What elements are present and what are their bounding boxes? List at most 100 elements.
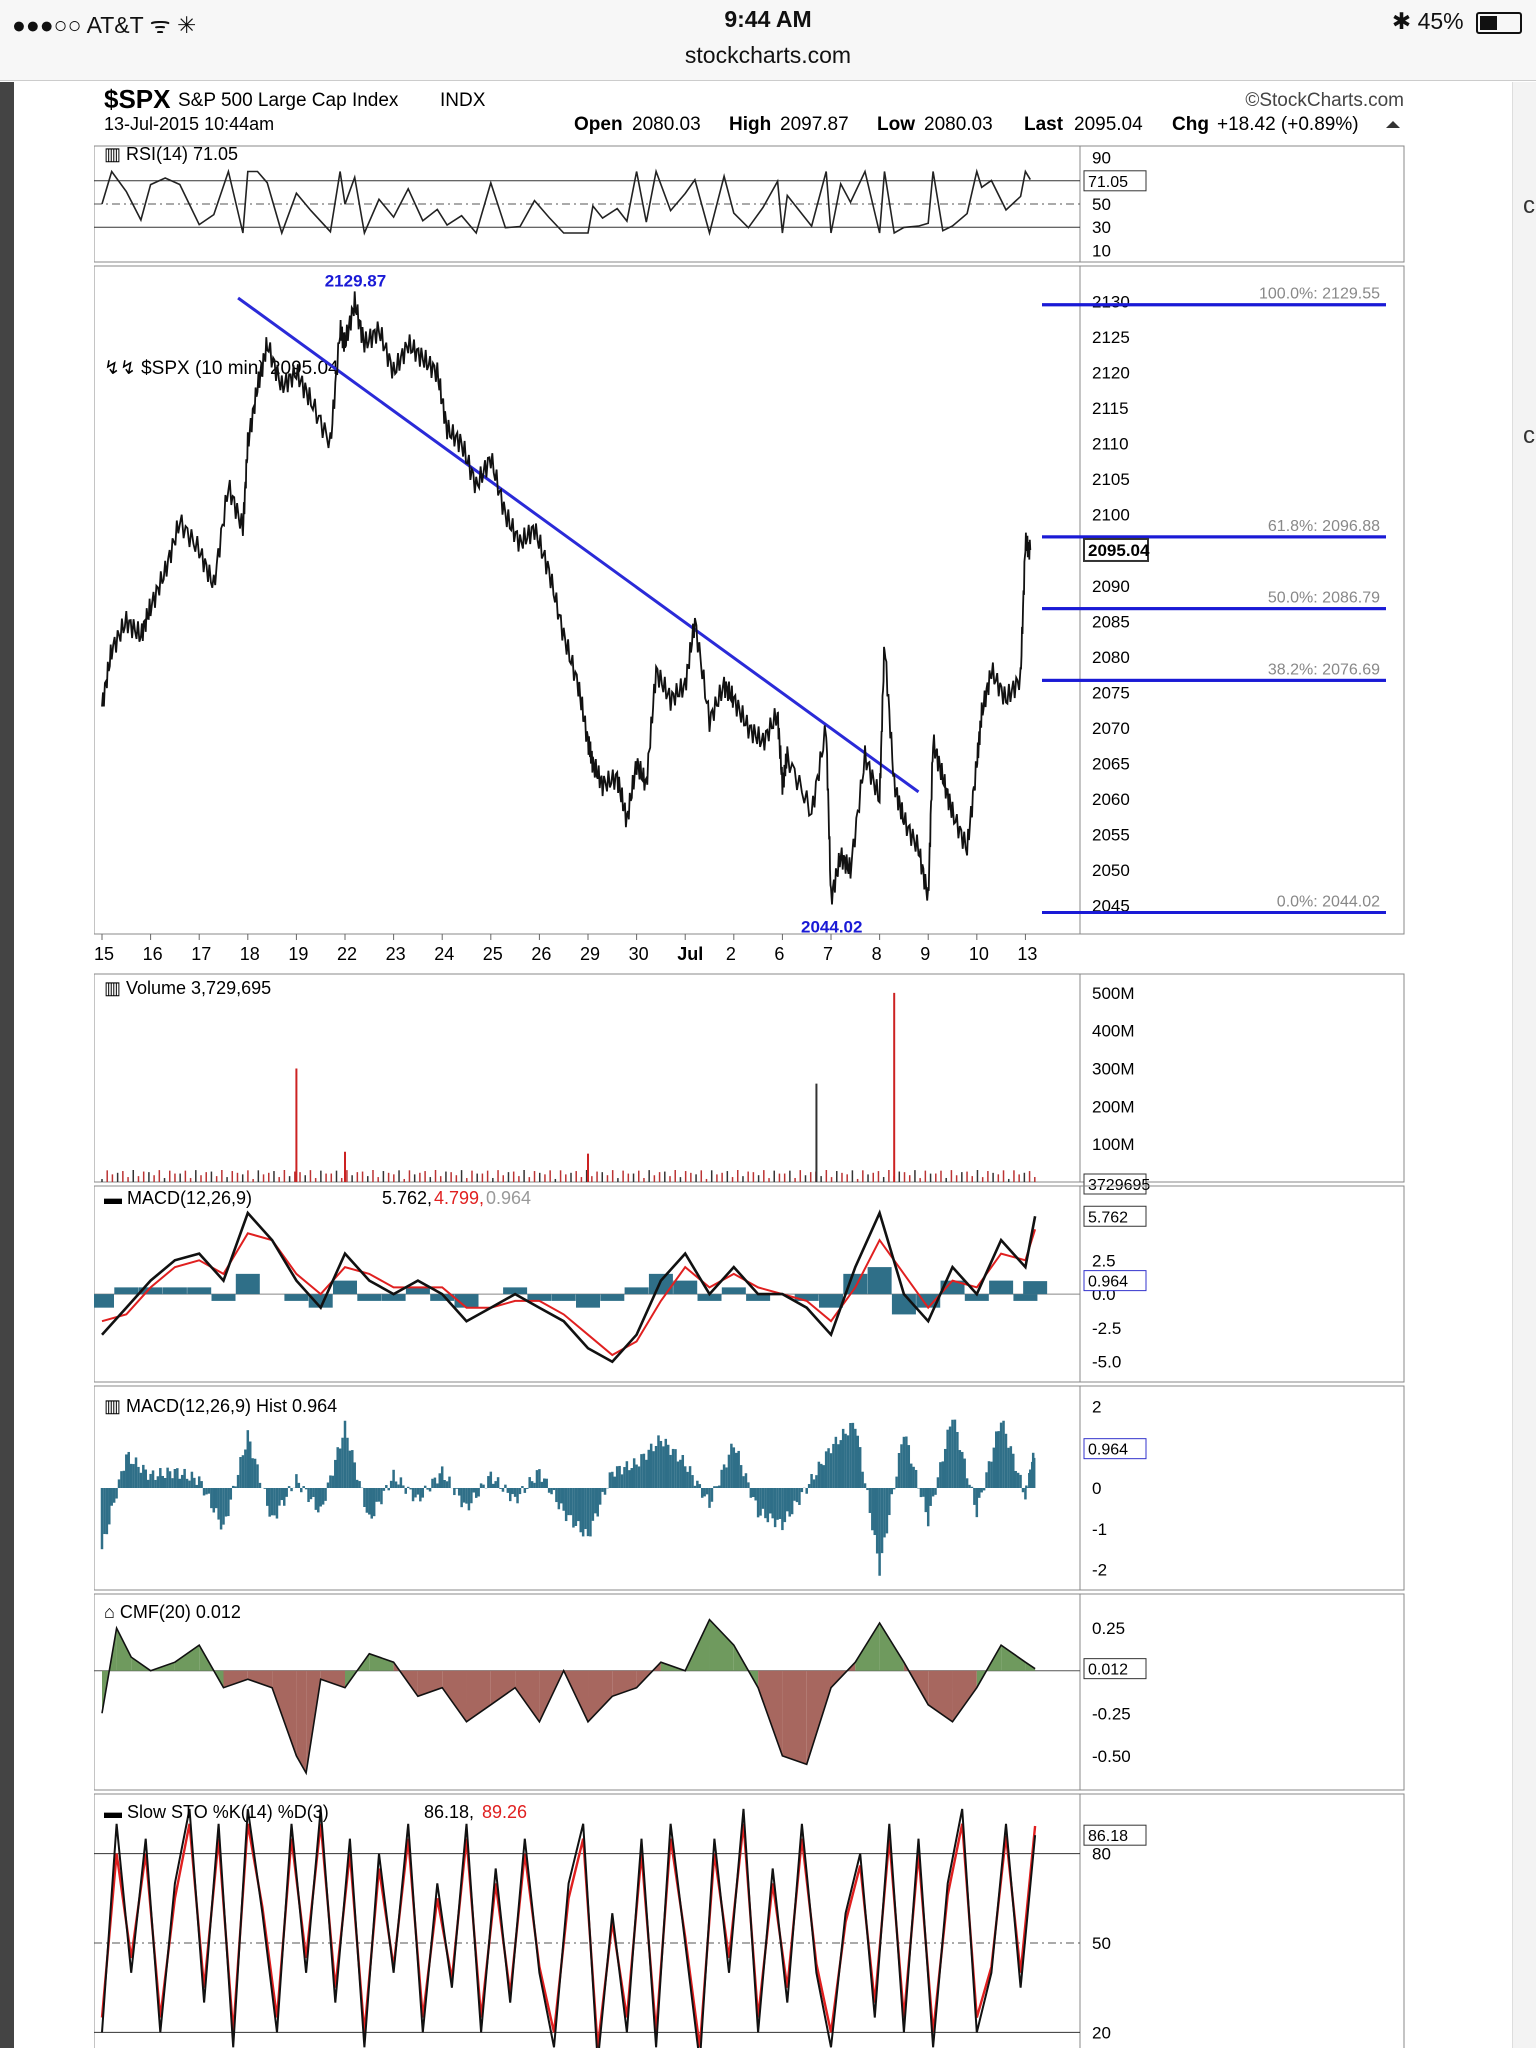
battery-icon (1476, 11, 1522, 34)
open-value: 2080.03 (632, 114, 701, 135)
macd-hist-bar (916, 1294, 941, 1308)
macd-hist-bar (697, 1294, 722, 1301)
x-axis-label: 15 (94, 944, 114, 964)
macd-tick-label: -5.0 (1092, 1353, 1121, 1372)
volume-tick-label: 100M (1092, 1135, 1135, 1154)
macd-hist-bar (162, 1287, 187, 1295)
volume-tick-label: 200M (1092, 1097, 1135, 1116)
macd-current-value-group: 5.762 (1083, 1205, 1147, 1227)
cmf-area (490, 1670, 516, 1705)
cmf-tick-label: 0.25 (1092, 1619, 1125, 1638)
cmf-frame (93, 1593, 1405, 1791)
volume-tick-label: 300M (1092, 1060, 1135, 1079)
price-tick-label: 2100 (1092, 506, 1130, 525)
cmf-tick-label: -0.50 (1092, 1747, 1131, 1766)
price-tick-label: 2115 (1092, 399, 1129, 418)
cmf-area (223, 1670, 248, 1688)
macd-frame (93, 1185, 1405, 1383)
cmf-line (101, 1618, 1036, 1776)
price-tick-label: 2090 (1092, 577, 1130, 596)
high-annotation: 2129.87 (325, 271, 386, 290)
page-edge (0, 82, 14, 2048)
macd-title: ▬ MACD(12,26,9) 5.762, 4.799, 0.964 (104, 1188, 531, 1208)
cmf-area (272, 1670, 297, 1756)
cmf-area (296, 1670, 307, 1773)
index-name: S&P 500 Large Cap Index (178, 90, 399, 111)
cmf-area (1001, 1645, 1026, 1671)
macd-hist-bar (308, 1294, 333, 1308)
loading-icon: ✳ (177, 12, 197, 38)
macd-hist-current-value-group: 0.964 (1083, 1270, 1147, 1292)
rsi-current-value-group: 71.05 (1083, 170, 1147, 192)
x-axis-label: 17 (191, 944, 211, 964)
sto-title-label: ▬ Slow STO %K(14) %D(3) (104, 1802, 329, 1822)
macd-hist-tick-label: -1 (1092, 1520, 1107, 1539)
macd-hist-bar (648, 1273, 673, 1295)
macd-hist-bar (794, 1294, 819, 1301)
price-tick-label: 2075 (1092, 683, 1130, 702)
macd-hist-bar (940, 1280, 965, 1295)
cmf-area (247, 1670, 273, 1688)
page-margin (14, 82, 94, 2048)
macd-hist-bar (90, 1294, 114, 1308)
macd-hist-bar (867, 1267, 892, 1295)
cmf-area (952, 1670, 977, 1722)
sto-d-value: 89.26 (482, 1802, 527, 1822)
sto-k-line (101, 1808, 1037, 2053)
rsi-title: ▥ RSI(14) 71.05 (104, 144, 238, 164)
sto-title: ▬ Slow STO %K(14) %D(3) 86.18, 89.26 (104, 1802, 527, 1822)
x-axis-label: 22 (337, 944, 357, 964)
quote-date: 13-Jul-2015 10:44am (104, 114, 274, 134)
macd-hist-bar (746, 1294, 771, 1301)
x-axis-label: 9 (920, 944, 930, 964)
macd-hist-bar (454, 1294, 479, 1308)
price-tick-label: 2120 (1092, 364, 1130, 383)
carrier-label: ●●●○○ AT&T ᯤ ✳ (12, 8, 196, 40)
price-tick-label: 2080 (1092, 648, 1130, 667)
cmf-area (612, 1670, 637, 1697)
macd-hist-bar (381, 1294, 406, 1301)
price-tick-label: 2060 (1092, 790, 1130, 809)
macd-hist-bar (114, 1287, 139, 1295)
volume-frame (93, 973, 1405, 1183)
rsi-current-value-box (1083, 170, 1147, 192)
price-title: ↯↯ $SPX (10 min) 2095.04 (104, 358, 339, 379)
cmf-area (320, 1670, 346, 1688)
macd-tick-label: -2.5 (1092, 1319, 1121, 1338)
cmf-area (369, 1653, 394, 1671)
macd-current-value: 5.762 (1088, 1209, 1128, 1226)
downtrend-line (237, 296, 920, 794)
battery-status: ✱ 45% (1392, 8, 1522, 35)
sto-k-value: 86.18, (424, 1802, 474, 1822)
x-axis-label: 10 (969, 944, 989, 964)
macd-hist-panel-value: 0.964 (1088, 1442, 1128, 1459)
battery-fill (1480, 15, 1497, 30)
x-axis-label: 2 (726, 944, 736, 964)
rsi-line (101, 168, 1031, 237)
price-line (101, 291, 1032, 905)
macd-hist-bar (405, 1287, 430, 1295)
macd-hist-bar (600, 1294, 625, 1301)
macd-hist-bar (576, 1294, 601, 1308)
macd-hist-bar (551, 1294, 576, 1301)
macd-hist-bar (843, 1273, 868, 1295)
open-label: Open (574, 114, 623, 135)
url-bar[interactable]: stockcharts.com (684, 42, 852, 68)
rsi-tick-label: 90 (1092, 149, 1111, 168)
cmf-area (102, 1628, 117, 1714)
macd-hist-value: 0.964 (486, 1188, 531, 1208)
high-value: 2097.87 (780, 114, 849, 135)
macd-hist-bar (138, 1287, 163, 1295)
battery-percent: 45% (1417, 8, 1464, 34)
carrier-text: ●●●○○ AT&T (12, 12, 144, 38)
exchange: INDX (440, 90, 486, 111)
cmf-area (116, 1628, 132, 1671)
chg-value: +18.42 (+0.89%) (1217, 114, 1359, 135)
price-tick-label: 2070 (1092, 719, 1130, 738)
clock: 9:44 AM (724, 6, 812, 32)
cmf-area (174, 1645, 200, 1671)
macd-hist-panel-value-box (1083, 1438, 1147, 1460)
status-bar: ●●●○○ AT&T ᯤ ✳ 9:44 AM stockcharts.com ✱… (0, 0, 1536, 81)
macd-line (101, 1209, 1037, 1364)
sto-tick-label: 80 (1092, 1845, 1111, 1864)
